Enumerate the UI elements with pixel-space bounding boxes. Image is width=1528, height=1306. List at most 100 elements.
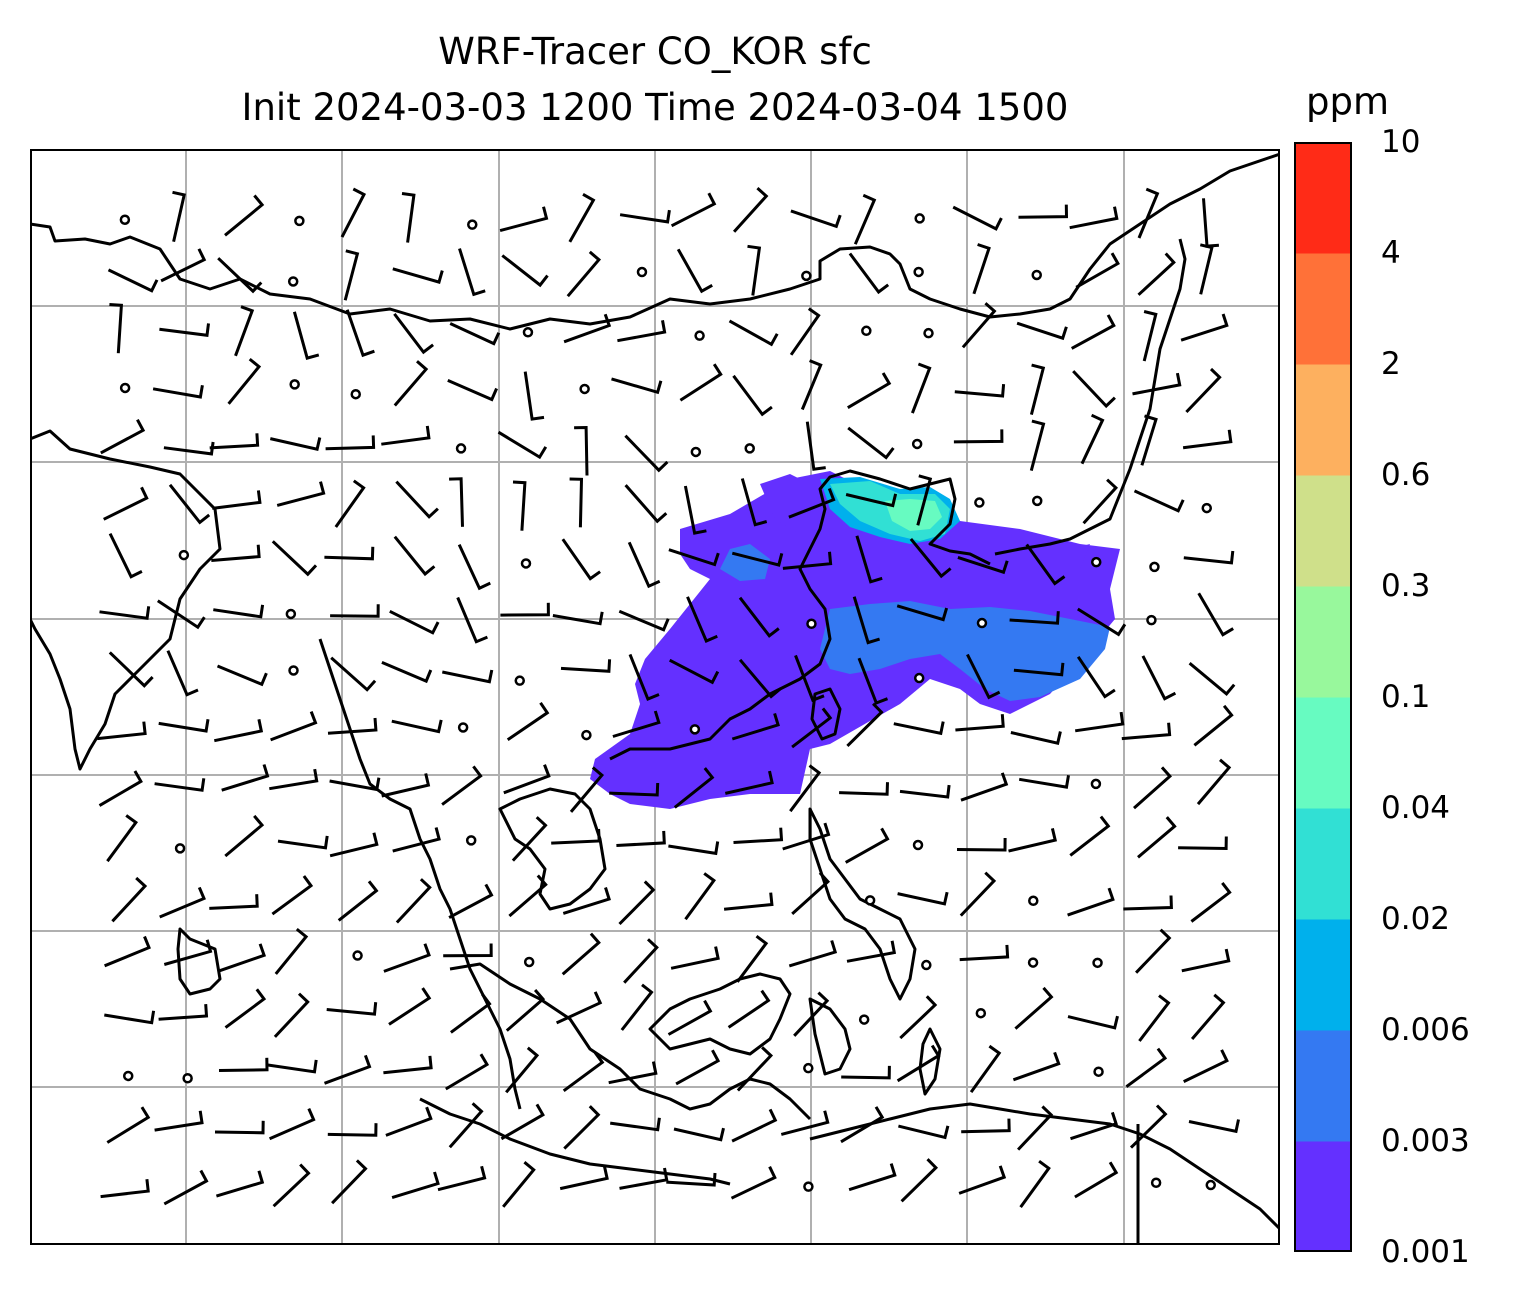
wind-barb [450,993,492,1034]
colorbar-segment [1294,1141,1352,1253]
wind-barb [953,429,1004,444]
wind-barb [731,1108,778,1143]
wind-barb [668,841,720,856]
wind-barb [393,312,435,355]
wind-barb [326,1002,378,1016]
wind-barb [896,604,949,622]
wind-barb [670,192,717,228]
wind-barb [337,880,379,922]
wind-barb [609,782,660,797]
wind-barb [617,320,667,343]
calm-marker [803,1181,814,1192]
wind-barb [736,1046,774,1092]
map-frame [30,149,1280,1245]
calm-marker [350,388,361,400]
wind-barb [1180,313,1229,342]
calm-marker [858,1014,870,1025]
wind-barb [383,943,431,973]
calm-marker [579,383,590,395]
wind-barb [388,987,432,1026]
wind-barb [212,490,262,510]
colorbar-tick-label: 0.001 [1381,1234,1470,1270]
wind-barb [448,883,494,919]
calm-marker [913,266,924,278]
wind-barb [848,252,890,295]
wind-barb [393,360,429,407]
wind-barb [619,1167,669,1190]
wind-barb [897,891,949,906]
wind-barb [511,816,548,862]
calm-marker [690,446,702,458]
wind-barb [619,209,671,224]
calm-marker [455,443,467,454]
wind-barb [683,485,707,535]
wind-barb [329,777,381,792]
colorbar-segment [1294,1030,1352,1142]
wind-barb [215,1170,265,1198]
wind-barb [562,1051,605,1093]
wind-barb [213,604,265,619]
wind-barb [1202,198,1220,248]
wind-barb [323,1054,372,1085]
colorbar-tick-label: 0.04 [1381,790,1451,826]
calm-marker [976,617,988,629]
wind-barb [791,707,833,749]
wind-barb [627,541,661,589]
wind-barb [274,927,309,975]
wind-barb [1183,550,1235,565]
wind-barb [1182,429,1233,450]
wind-barb [395,480,439,519]
wind-barb [381,661,433,684]
wind-barb [103,486,149,521]
wind-barb [966,653,1001,700]
wind-barb [508,874,548,918]
wind-barb [449,477,464,527]
wind-barb [506,701,550,742]
wind-barb [673,767,715,809]
wind-barb [667,999,713,1036]
wind-barb [500,602,550,617]
wind-barb [271,875,314,916]
calm-wind-markers [119,213,1217,1192]
wind-barb [684,872,716,921]
wind-barb [163,1169,209,1206]
calm-marker [178,549,190,561]
wind-barb [805,421,826,471]
calm-marker [1093,1066,1104,1077]
wind-barb [955,714,1005,732]
wind-barb [1138,994,1171,1042]
calm-marker [119,382,131,394]
calm-marker [806,618,817,629]
wind-barb [800,359,823,411]
wind-barbs [97,186,1240,1208]
wind-barb [1082,478,1119,525]
wind-barb [1199,243,1214,295]
wind-barb [497,430,548,460]
wind-barb [551,828,601,845]
wind-barb [1072,370,1116,409]
wind-barb [1132,372,1182,396]
calm-marker [913,672,925,684]
calm-marker [285,608,297,620]
wind-barb [1069,206,1119,230]
wind-barb [727,989,771,1029]
wind-barb [959,944,1010,962]
wind-barb [1077,607,1127,637]
wind-barb [1080,413,1105,465]
wind-barb [269,437,322,451]
wind-barb [961,1118,1011,1134]
wind-barb [952,205,1003,231]
wind-barb [271,540,318,577]
wind-barb [392,267,444,284]
wind-barb [447,379,498,402]
wind-barb [618,880,656,926]
wind-barb [736,935,769,983]
plume-level-0.003 [820,601,1110,701]
wind-barb [269,768,319,791]
wind-barb [673,1127,725,1142]
wind-barb [1190,993,1226,1040]
wind-barb [1029,363,1046,415]
wind-barb [209,894,259,910]
map-panel[interactable] [30,149,1280,1245]
wind-barb [292,311,320,360]
